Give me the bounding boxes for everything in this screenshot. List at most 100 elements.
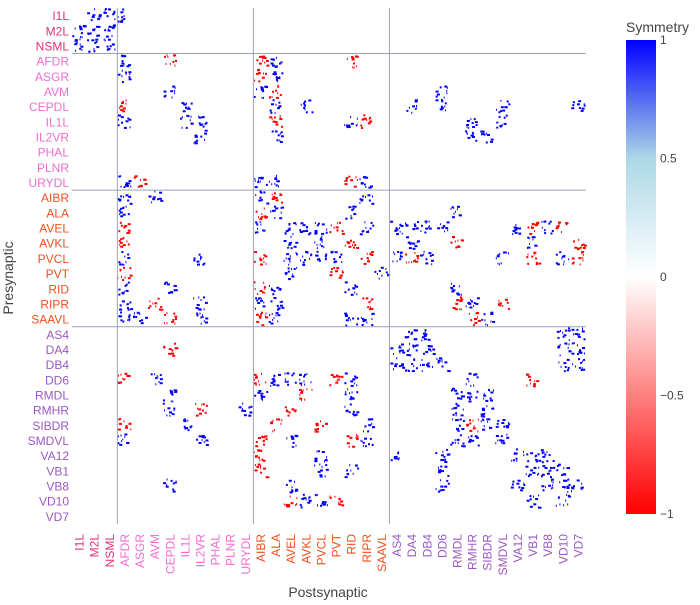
heatmap-cell [284, 406, 297, 417]
heatmap-cell [314, 420, 328, 433]
heatmap-cell [117, 418, 132, 431]
heatmap-cell [255, 435, 268, 448]
y-tick-label: RMDL [35, 389, 69, 403]
heatmap-cell [360, 251, 374, 265]
heatmap-cell [540, 465, 556, 479]
heatmap-cell [329, 221, 345, 235]
heatmap-cell [103, 8, 116, 21]
heatmap-cells [72, 8, 587, 509]
heatmap-cell [119, 300, 134, 311]
heatmap-cell [346, 434, 359, 448]
heatmap-cell [540, 449, 555, 464]
heatmap-cell [452, 418, 465, 432]
y-tick-label: RIPR [40, 297, 69, 311]
heatmap-cell [87, 25, 101, 37]
heatmap-cell [315, 250, 328, 262]
heatmap-cell [133, 175, 148, 188]
heatmap-cell [483, 388, 494, 402]
heatmap-cell [196, 312, 209, 325]
heatmap-cell [118, 175, 132, 189]
heatmap-cell [270, 205, 285, 220]
x-tick-label: NSML [103, 534, 117, 568]
heatmap-cell [525, 465, 540, 478]
heatmap-cell [466, 118, 478, 129]
heatmap-cell [117, 8, 126, 23]
heatmap-cell [163, 281, 178, 294]
colorbar-tick-label: 0 [660, 270, 667, 284]
y-tick-label: AVEL [39, 222, 69, 236]
heatmap-cell [299, 493, 312, 509]
heatmap-cell [573, 238, 587, 251]
heatmap-cell [392, 251, 403, 263]
heatmap-cell [300, 251, 313, 266]
heatmap-cell [571, 342, 585, 356]
heatmap-cell [571, 251, 585, 266]
heatmap-cell [269, 114, 284, 128]
heatmap-cell [87, 8, 102, 22]
heatmap-cell [103, 38, 116, 51]
heatmap-cell [438, 465, 450, 477]
heatmap-cell [557, 342, 572, 357]
heatmap-cell [344, 388, 359, 401]
heatmap-cell [344, 312, 360, 327]
x-tick-label: RID [345, 534, 359, 555]
heatmap-cell [133, 311, 149, 325]
heatmap-cell [465, 372, 479, 387]
heatmap-cell [495, 433, 510, 445]
heatmap-cell [314, 222, 328, 235]
heatmap-cell [526, 452, 542, 463]
y-tick-label: URYDL [29, 176, 70, 190]
heatmap-cell [450, 282, 462, 296]
heatmap-cell [283, 495, 298, 508]
heatmap-cell [253, 251, 268, 266]
y-tick-label: ALA [46, 206, 69, 220]
heatmap-cell [117, 69, 132, 84]
heatmap-cell [118, 205, 130, 218]
y-tick-label: M2L [46, 24, 70, 38]
heatmap-cell [480, 405, 495, 418]
heatmap-cell [164, 54, 177, 67]
heatmap-cell [465, 130, 478, 142]
heatmap-cell [329, 495, 345, 507]
plot-area [72, 8, 586, 524]
y-tick-label: RMHR [33, 404, 69, 418]
y-tick-label: RID [48, 282, 69, 296]
x-tick-label: PHAL [209, 534, 223, 566]
colorbar-tick-label: 1 [660, 33, 667, 47]
heatmap-cell [555, 493, 572, 507]
heatmap-cell [120, 54, 132, 68]
heatmap-cell [195, 403, 208, 417]
heatmap-cell [527, 221, 540, 235]
heatmap-cell [196, 434, 209, 446]
heatmap-cell [435, 448, 451, 463]
heatmap-cell [435, 479, 450, 493]
y-tick-label: SMDVL [28, 434, 70, 448]
heatmap-cell [345, 205, 357, 220]
heatmap-cell [268, 285, 282, 296]
heatmap-cell [163, 389, 178, 403]
colorbar: Symmetry 1 0.5 0 −0.5 −1 [626, 19, 689, 521]
x-tick-label: DA4 [405, 534, 419, 558]
heatmap-cell [451, 402, 464, 417]
x-tick-label: AVM [148, 534, 162, 559]
y-tick-label: AIBR [41, 191, 69, 205]
y-tick-label: DA4 [46, 343, 70, 357]
heatmap-cell [253, 449, 266, 462]
y-tick-label: AS4 [46, 328, 69, 342]
heatmap-cell [254, 463, 270, 479]
y-tick-label: AVM [44, 85, 69, 99]
heatmap-cell [359, 176, 373, 189]
heatmap-cell [556, 463, 570, 477]
x-tick-label: SMDVL [496, 534, 510, 576]
heatmap-cell [360, 437, 374, 448]
heatmap-cell [571, 100, 586, 112]
y-tick-label: PVT [46, 267, 70, 281]
heatmap-cell [420, 359, 433, 373]
heatmap-cell [284, 266, 298, 281]
heatmap-cell [541, 478, 554, 492]
y-axis-title: Presynaptic [0, 241, 16, 314]
x-tick-label: ASGR [133, 534, 147, 568]
x-tick-label: AS4 [390, 534, 404, 557]
x-tick-label: AVEL [284, 534, 298, 564]
